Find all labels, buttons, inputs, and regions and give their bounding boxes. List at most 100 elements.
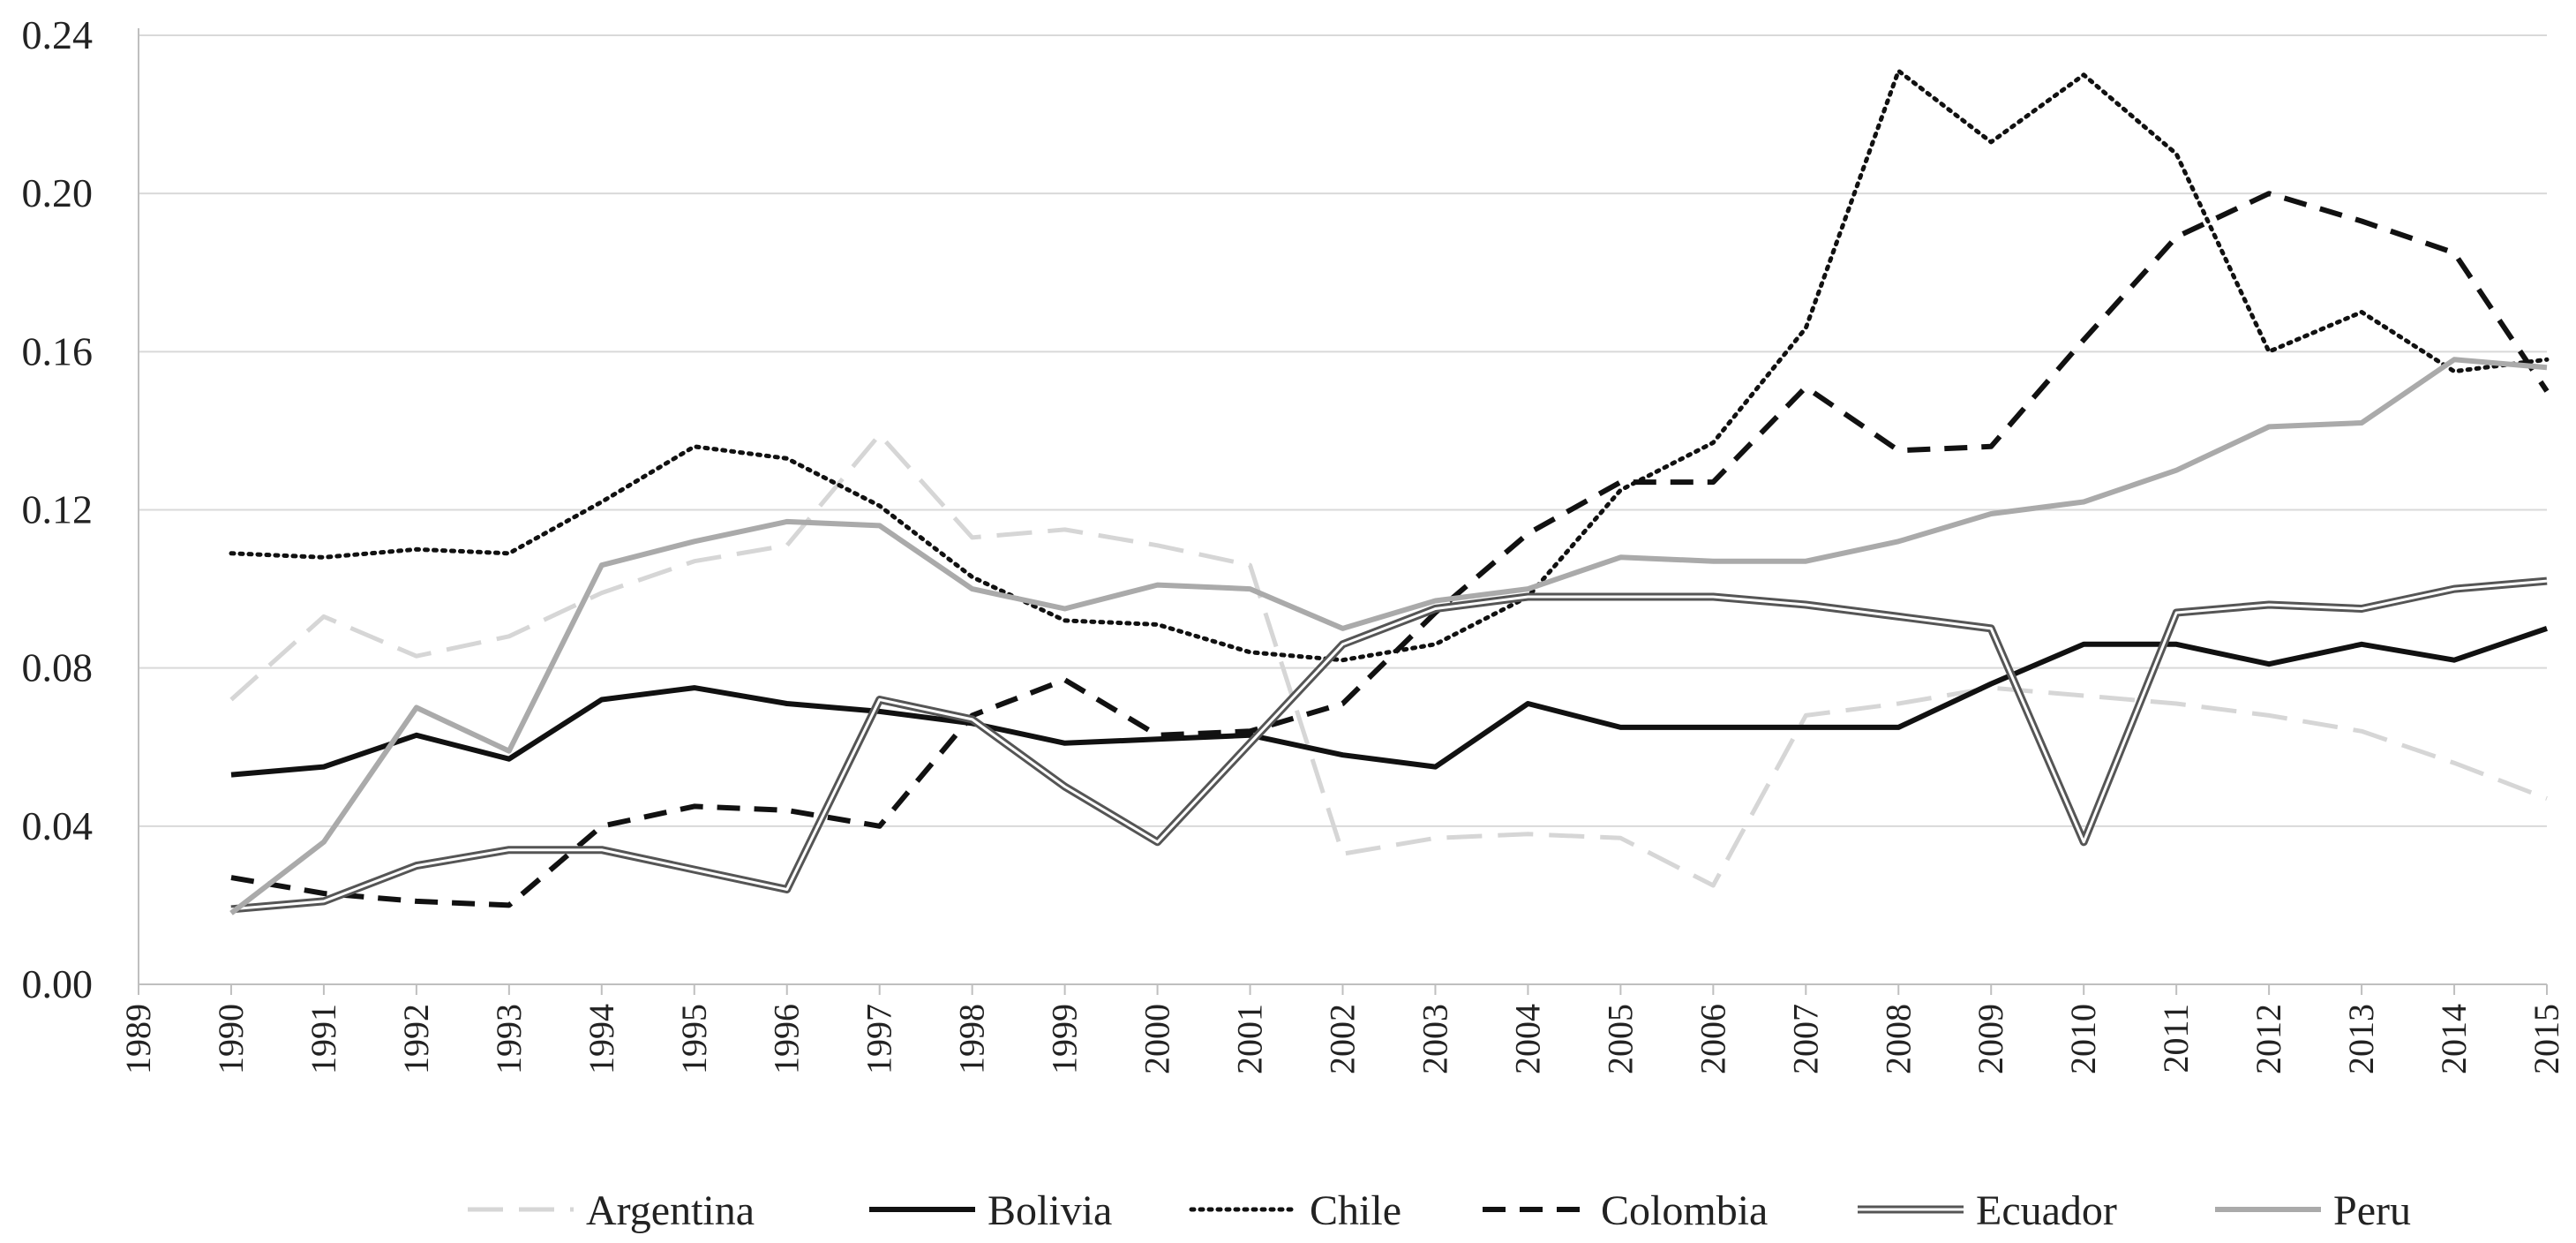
series-peru-line	[229, 357, 2548, 915]
series-argentina-point	[1063, 527, 1068, 532]
series-ecuador-point	[1803, 602, 1808, 607]
series-colombia-point	[1155, 733, 1160, 738]
series-argentina-point	[1525, 832, 1530, 837]
series-chile-point	[321, 554, 327, 560]
series-colombia-point	[2266, 191, 2272, 196]
series-chile-point	[507, 551, 512, 556]
series-peru-point	[2452, 357, 2457, 362]
x-tick-label: 2007	[1785, 1004, 1825, 1074]
x-tick-label: 2014	[2434, 1004, 2474, 1074]
series-argentina-point	[692, 559, 697, 564]
y-tick-label: 0.04	[22, 803, 94, 848]
series-argentina-point	[2081, 693, 2086, 698]
y-tick-label: 0.12	[22, 487, 94, 532]
series-colombia-point	[414, 899, 419, 904]
y-tick-label: 0.00	[22, 961, 94, 1006]
x-tick-label: 2004	[1507, 1004, 1547, 1074]
series-chile-point	[692, 444, 697, 449]
series-argentina-point	[229, 697, 234, 703]
series-chile-point	[1988, 139, 1994, 145]
series-peru-point	[2174, 468, 2179, 473]
series-peru-point	[2081, 500, 2086, 505]
series-chile-point	[1896, 68, 1901, 73]
legend-colombia-label: Colombia	[1601, 1187, 1768, 1234]
series-peru-point	[507, 749, 512, 754]
x-tick-label: 2003	[1415, 1004, 1454, 1074]
series-chile-point	[1710, 440, 1716, 445]
gridlines	[139, 34, 2547, 827]
y-tick-label: 0.20	[22, 170, 94, 215]
series-peru-point	[1618, 554, 1623, 560]
series-ecuador-point	[2359, 606, 2364, 611]
series-bolivia-point	[2174, 642, 2179, 647]
series-ecuador-point	[1248, 741, 1253, 746]
x-tick-label: 2011	[2156, 1004, 2196, 1074]
series-ecuador-point	[507, 848, 512, 853]
series-bolivia-point	[1341, 752, 1346, 757]
series-bolivia-point	[2081, 642, 2086, 647]
series-ecuador-point	[414, 863, 419, 869]
x-tick-label: 1995	[674, 1004, 714, 1074]
series-chile-point	[229, 551, 234, 556]
legend-peru-label: Peru	[2333, 1187, 2411, 1234]
x-tick-label: 1996	[767, 1004, 807, 1074]
x-tick-label: 1997	[860, 1004, 899, 1074]
series-argentina-point	[1341, 851, 1346, 856]
series-bolivia-point	[1618, 725, 1623, 730]
series-ecuador-point	[2266, 602, 2272, 607]
series-colombia-point	[1988, 444, 1994, 449]
x-tick-label: 1998	[952, 1004, 992, 1074]
series-peru-point	[1341, 626, 1346, 631]
series-argentina-point	[2266, 712, 2272, 718]
series-chile-point	[1803, 325, 1808, 330]
series-chile-point	[877, 503, 882, 508]
series-colombia-point	[2544, 388, 2550, 394]
series-bolivia-point	[2266, 661, 2272, 667]
series-peru-point	[2359, 420, 2364, 426]
x-tick-label: 2000	[1138, 1004, 1177, 1074]
series-peru-point	[1063, 606, 1068, 611]
series-bolivia-point	[1063, 741, 1068, 746]
series-colombia-point	[229, 875, 234, 880]
series-peru-point	[229, 910, 234, 915]
x-tick-label: 2010	[2063, 1004, 2103, 1074]
series-bolivia-point	[1710, 725, 1716, 730]
series-argentina-point	[599, 591, 605, 596]
series-chile-point	[970, 575, 975, 580]
axes: 0.00 0.04 0.08 0.12 0.16 0.20 0.24 1989 1990 1991…	[22, 12, 2567, 1074]
legend-chile-label: Chile	[1310, 1187, 1401, 1234]
series-colombia-point	[877, 824, 882, 829]
series-colombia-point	[1710, 479, 1716, 485]
series-ecuador-point	[970, 717, 975, 722]
y-tick-label: 0.24	[22, 12, 94, 57]
series-bolivia-point	[2544, 626, 2550, 631]
series-argentina-point	[1618, 835, 1623, 840]
series-chile-point	[1432, 642, 1438, 647]
x-tick-label: 1999	[1045, 1004, 1085, 1074]
series-chile-point	[1063, 618, 1068, 623]
series-bolivia-point	[2359, 642, 2364, 647]
series-argentina-point	[1710, 883, 1716, 888]
series-ecuador-point	[321, 899, 327, 904]
series-ecuador-point	[2081, 840, 2086, 845]
series-argentina-point	[507, 634, 512, 639]
y-tick-label: 0.16	[22, 328, 94, 373]
series-chile-point	[599, 500, 605, 505]
series-argentina-point	[2174, 701, 2179, 706]
series-ecuador-point	[1341, 642, 1346, 647]
legend: Argentina Bolivia Chile Colombia Ecuador Peru	[468, 1187, 2411, 1234]
series-ecuador-point	[599, 848, 605, 853]
series-ecuador-point	[785, 887, 790, 893]
series-chile-point	[2544, 357, 2550, 362]
series-colombia-point	[2359, 219, 2364, 224]
series-bolivia-point	[229, 772, 234, 778]
series-argentina-point	[1432, 835, 1438, 840]
series-chile-point	[2081, 72, 2086, 78]
x-tick-label: 2002	[1323, 1004, 1363, 1074]
x-tick-label: 2008	[1878, 1004, 1918, 1074]
series-chile-line	[229, 68, 2550, 663]
x-tick-label: 2009	[1971, 1004, 2010, 1074]
series-argentina-point	[2359, 728, 2364, 734]
series-bolivia-point	[1803, 725, 1808, 730]
series-colombia-point	[1341, 701, 1346, 706]
